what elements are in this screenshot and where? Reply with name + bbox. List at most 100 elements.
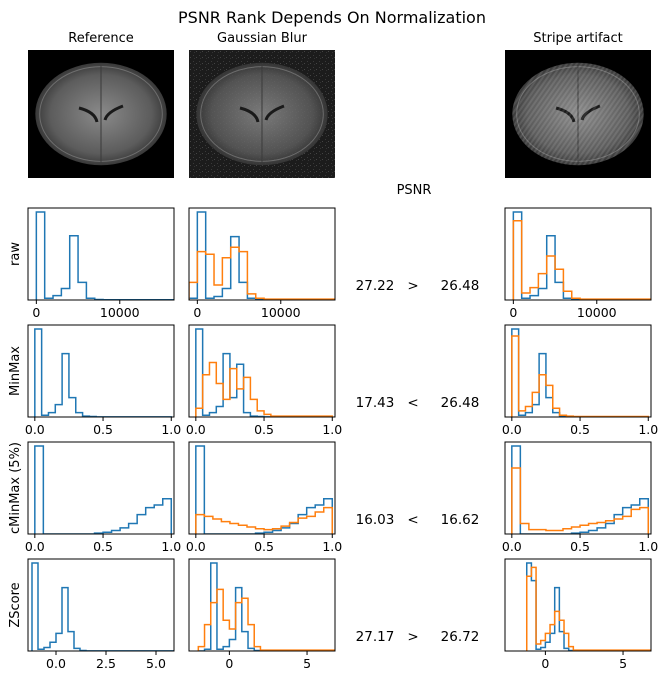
x-tick-label: 10000 (577, 305, 617, 320)
psnr-header: PSNR (397, 183, 432, 198)
axes-frame (27, 441, 175, 535)
row-label: cMinMax (5%) (8, 442, 23, 534)
x-tick-label: 2.5 (96, 656, 116, 671)
psnr-blur-value: 27.22 (356, 278, 395, 294)
reference-histogram-line (189, 211, 335, 300)
distorted-histogram-line (195, 506, 334, 534)
reference-histogram-line (511, 445, 650, 534)
axes-frame (27, 207, 175, 301)
axes-frame (188, 324, 336, 418)
x-tick-label: 1.0 (638, 539, 658, 554)
axes-frame (188, 441, 336, 535)
histogram-gaussian-blur-2: 0.0 0.5 1.0 (186, 441, 342, 554)
histogram-stripe-artifact-1: 0.0 0.5 1.0 (502, 324, 658, 437)
psnr-blur-value: 17.43 (356, 395, 395, 411)
axes-frame (504, 324, 652, 418)
histogram-reference-0: 0 10000 (27, 207, 175, 320)
distorted-histogram-line (525, 566, 651, 651)
x-tick-label: 0 (193, 305, 201, 320)
x-tick-label: 0.5 (93, 422, 113, 437)
axes-frame (188, 207, 336, 301)
axes-frame (27, 324, 175, 418)
x-tick-label: 0.0 (502, 422, 522, 437)
reference-histogram-line (31, 562, 174, 651)
axes-frame (504, 558, 652, 652)
psnr-stripe-value: 26.48 (441, 395, 480, 411)
gaussian-blur-image (189, 50, 335, 178)
x-tick-label: 0.5 (570, 539, 590, 554)
psnr-blur-value: 16.03 (356, 512, 395, 528)
x-tick-label: 1.0 (161, 422, 181, 437)
psnr-comparison: < (407, 395, 418, 411)
reference-histogram-line (34, 328, 173, 417)
x-tick-label: 0.5 (254, 422, 274, 437)
distorted-histogram-line (189, 246, 335, 300)
x-tick-label: 5 (619, 656, 627, 671)
row-label: raw (8, 242, 23, 266)
x-tick-label: 0 (541, 656, 549, 671)
column-title-stripe-artifact: Stripe artifact (533, 31, 623, 46)
x-tick-label: 10000 (261, 305, 301, 320)
x-tick-label: 0.0 (25, 422, 45, 437)
psnr-values: 27.22 >26.48 17.43 <26.48 16.03 <16.62 27.17 >2… (356, 278, 480, 645)
x-tick-label: 0.5 (254, 539, 274, 554)
psnr-stripe-value: 26.72 (441, 629, 480, 645)
column-title-gaussian-blur: Gaussian Blur (217, 31, 308, 46)
x-tick-label: 1.0 (161, 539, 181, 554)
distorted-histogram-line (195, 361, 334, 417)
histogram-stripe-artifact-2: 0.0 0.5 1.0 (502, 441, 658, 554)
x-tick-label: 10000 (100, 305, 140, 320)
histogram-stripe-artifact-0: 0 10000 (504, 207, 652, 320)
psnr-blur-value: 27.17 (356, 629, 395, 645)
histogram-reference-3: 0.0 2.5 5.0 (27, 558, 175, 671)
reference-histogram-line (198, 562, 335, 651)
distorted-histogram-line (511, 467, 650, 534)
psnr-stripe-value: 26.48 (441, 278, 480, 294)
axes-frame (27, 558, 175, 652)
x-tick-label: 0.5 (93, 539, 113, 554)
row-label: MinMax (8, 346, 23, 396)
x-tick-label: 0 (225, 656, 233, 671)
x-tick-label: 0.5 (570, 422, 590, 437)
histogram-reference-1: 0.0 0.5 1.0 (25, 324, 181, 437)
psnr-comparison: > (407, 629, 418, 645)
psnr-stripe-value: 16.62 (441, 512, 480, 528)
distorted-histogram-line (197, 588, 335, 651)
distorted-histogram-line (512, 220, 651, 300)
reference-histogram-line (35, 211, 174, 300)
x-tick-label: 1.0 (638, 422, 658, 437)
x-tick-label: 0 (32, 305, 40, 320)
distorted-histogram-line (511, 335, 650, 417)
psnr-comparison: > (407, 278, 418, 294)
histogram-gaussian-blur-1: 0.0 0.5 1.0 (186, 324, 342, 437)
x-tick-label: 0.0 (186, 422, 206, 437)
psnr-comparison: < (407, 512, 418, 528)
axes-frame (504, 207, 652, 301)
x-tick-label: 0.0 (25, 539, 45, 554)
x-tick-label: 0.0 (502, 539, 522, 554)
x-tick-label: 5.0 (146, 656, 166, 671)
axes-frame (504, 441, 652, 535)
figure-title: PSNR Rank Depends On Normalization (178, 8, 486, 27)
x-tick-label: 0 (509, 305, 517, 320)
histogram-reference-2: 0.0 0.5 1.0 (25, 441, 181, 554)
stripe-artifact-image (505, 50, 651, 178)
column-title-reference: Reference (68, 31, 133, 46)
x-tick-label: 1.0 (322, 539, 342, 554)
histogram-gaussian-blur-0: 0 10000 (188, 207, 336, 320)
row-label: ZScore (8, 582, 23, 627)
image-row (28, 50, 651, 178)
reference-histogram-line (512, 211, 651, 300)
x-tick-label: 0.0 (46, 656, 66, 671)
reference-histogram-line (34, 445, 173, 534)
axes-frame (188, 558, 336, 652)
reference-histogram-line (195, 445, 334, 534)
x-tick-label: 5 (303, 656, 311, 671)
x-tick-label: 1.0 (322, 422, 342, 437)
x-tick-label: 0.0 (186, 539, 206, 554)
reference-image (28, 50, 174, 178)
